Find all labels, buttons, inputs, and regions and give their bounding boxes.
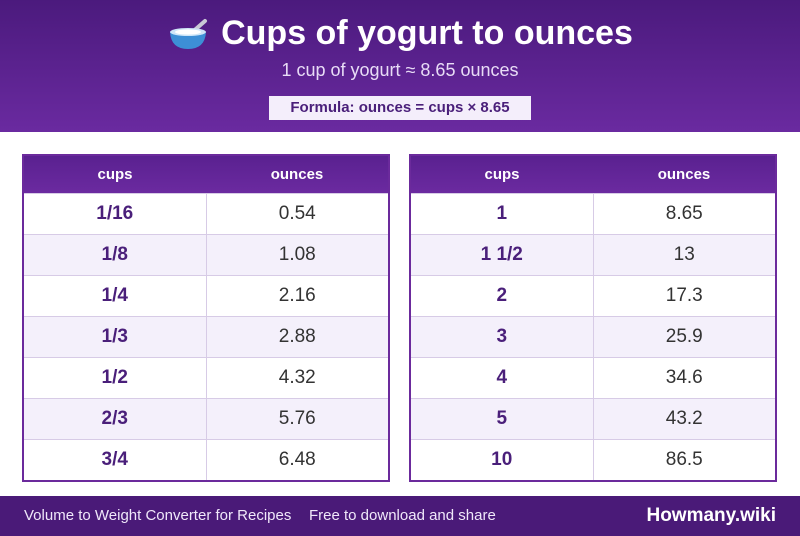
table-row: 2/3 5.76 [24,398,388,439]
cups-cell: 1/2 [24,358,207,398]
cups-cell: 10 [411,440,594,480]
ounces-cell: 8.65 [665,203,703,224]
table-row: 1/4 2.16 [24,275,388,316]
title-row: Cups of yogurt to ounces [0,14,800,53]
cups-cell: 1 1/2 [411,235,594,275]
table-row: 2 17.3 [411,275,775,316]
cups-cell: 1/4 [24,276,207,316]
table-row: 4 34.6 [411,357,775,398]
table-header: cups ounces [24,156,388,193]
footer-share-text: Free to download and share [309,507,496,524]
ounces-cell: 1.08 [278,244,316,265]
table-row: 1/2 4.32 [24,357,388,398]
column-header-ounces: ounces [657,166,711,183]
cups-cell: 1/16 [24,194,207,234]
table-row: 1/16 0.54 [24,193,388,234]
table-row: 1/3 2.88 [24,316,388,357]
page-title: Cups of yogurt to ounces [221,14,633,52]
ounces-cell: 43.2 [665,408,703,429]
table-row: 1 1/2 13 [411,234,775,275]
column-header-cups: cups [484,166,520,183]
conversion-table-right: cups ounces 1 8.65 1 1/2 13 2 17.3 3 25.… [409,154,777,482]
ounces-cell: 17.3 [665,285,703,306]
cups-cell: 1 [411,194,594,234]
footer: Volume to Weight Converter for Recipes F… [0,496,800,536]
ounces-cell: 25.9 [665,326,703,347]
table-row: 3/4 6.48 [24,439,388,480]
cups-cell: 2 [411,276,594,316]
bowl-with-spoon-icon [167,17,209,51]
ounces-cell: 6.48 [278,449,316,470]
ounces-cell: 34.6 [665,367,703,388]
ounces-cell: 5.76 [278,408,316,429]
ounces-cell: 0.54 [278,203,316,224]
cups-cell: 5 [411,399,594,439]
ounces-cell: 4.32 [278,367,316,388]
ounces-cell: 2.88 [278,326,316,347]
cups-cell: 2/3 [24,399,207,439]
cups-cell: 3/4 [24,440,207,480]
cups-cell: 1/3 [24,317,207,357]
table-row: 10 86.5 [411,439,775,480]
table-row: 1 8.65 [411,193,775,234]
table-row: 1/8 1.08 [24,234,388,275]
cups-cell: 1/8 [24,235,207,275]
table-row: 5 43.2 [411,398,775,439]
ounces-cell: 2.16 [278,285,316,306]
ounces-cell: 86.5 [665,449,703,470]
conversion-table-left: cups ounces 1/16 0.54 1/8 1.08 1/4 2.16 … [22,154,390,482]
footer-converter-link[interactable]: Volume to Weight Converter for Recipes [24,507,292,524]
subtitle: 1 cup of yogurt ≈ 8.65 ounces [281,60,519,80]
cups-cell: 3 [411,317,594,357]
header: Cups of yogurt to ounces 1 cup of yogurt… [0,0,800,132]
column-header-cups: cups [97,166,133,183]
column-header-ounces: ounces [270,166,324,183]
formula-badge: Formula: ounces = cups × 8.65 [269,96,531,120]
ounces-cell: 13 [673,244,695,265]
table-header: cups ounces [411,156,775,193]
brand-logo[interactable]: Howmany.wiki [646,505,776,526]
table-row: 3 25.9 [411,316,775,357]
cups-cell: 4 [411,358,594,398]
